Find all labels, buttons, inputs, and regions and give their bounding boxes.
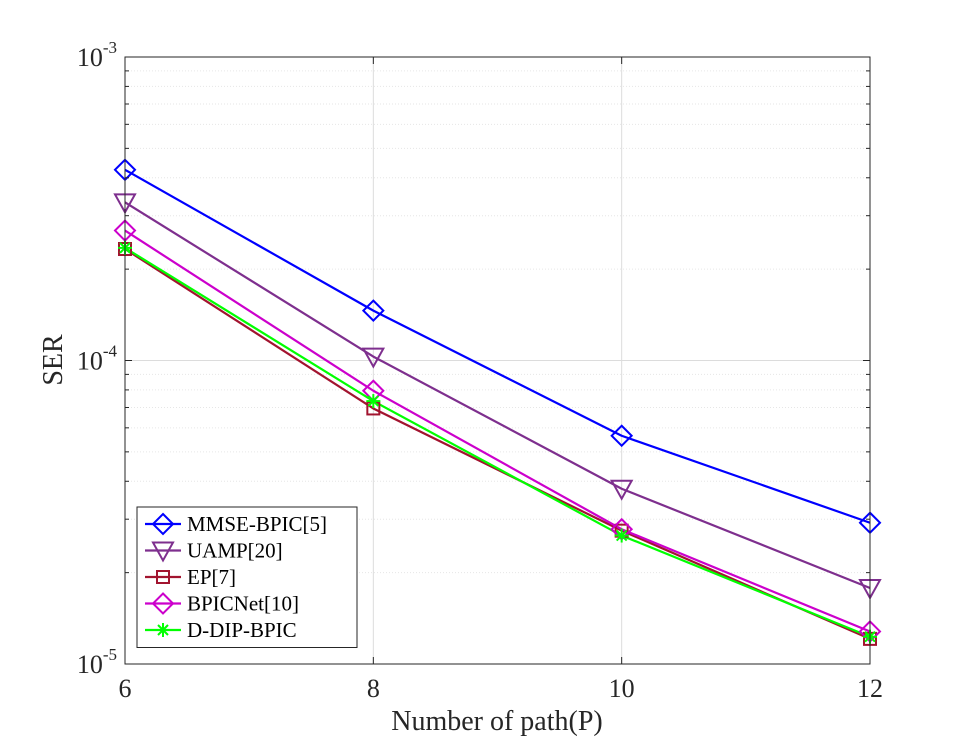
x-tick-label: 10 <box>609 674 635 703</box>
x-axis-title: Number of path(P) <box>391 706 603 737</box>
series-line-3 <box>124 229 871 633</box>
legend-label: BPICNet[10] <box>187 592 299 616</box>
legend-marker <box>151 512 175 536</box>
data-point-series-1 <box>361 347 386 369</box>
series-line-0 <box>124 168 871 524</box>
data-point-series-4 <box>614 528 629 543</box>
legend-marker <box>151 592 175 615</box>
legend-marker <box>156 623 170 637</box>
grid-lines <box>124 57 871 664</box>
series-line-4 <box>124 246 871 638</box>
y-tick-base: 10 <box>77 650 103 679</box>
x-tick-labels: 6 8 10 12 <box>119 674 884 703</box>
x-tick-label: 12 <box>857 674 883 703</box>
series-line-1 <box>124 201 871 590</box>
legend: MMSE-BPIC[5] UAMP[20]EP[7] BPICNet[10]D-DI… <box>136 506 358 648</box>
data-point-series-4 <box>366 394 381 409</box>
legend-label: EP[7] <box>187 565 236 589</box>
legend-label: MMSE-BPIC[5] <box>187 512 327 536</box>
series-lines <box>124 168 871 640</box>
data-point-series-1 <box>609 479 634 501</box>
legend-marker <box>156 570 170 584</box>
axis-ticks <box>124 56 871 665</box>
data-point-series-0 <box>610 424 634 448</box>
y-tick-exponent: -5 <box>103 645 117 664</box>
y-tick-base: 10 <box>77 43 103 72</box>
y-tick-label: 10-5 <box>77 645 117 679</box>
y-tick-exponent: -3 <box>103 38 117 57</box>
y-tick-label: 10-4 <box>77 342 118 376</box>
x-tick-label: 6 <box>119 674 132 703</box>
y-axis-title: SER <box>38 334 69 386</box>
y-tick-labels: 10-510-410-3 <box>77 38 118 679</box>
y-tick-base: 10 <box>77 347 103 376</box>
data-point-series-0 <box>361 299 385 323</box>
y-tick-exponent: -4 <box>103 342 118 361</box>
x-tick-label: 8 <box>367 674 380 703</box>
legend-marker <box>151 541 175 563</box>
legend-label: UAMP[20] <box>187 539 283 563</box>
legend-label: D-DIP-BPIC <box>187 618 297 642</box>
y-tick-label: 10-3 <box>77 38 117 72</box>
